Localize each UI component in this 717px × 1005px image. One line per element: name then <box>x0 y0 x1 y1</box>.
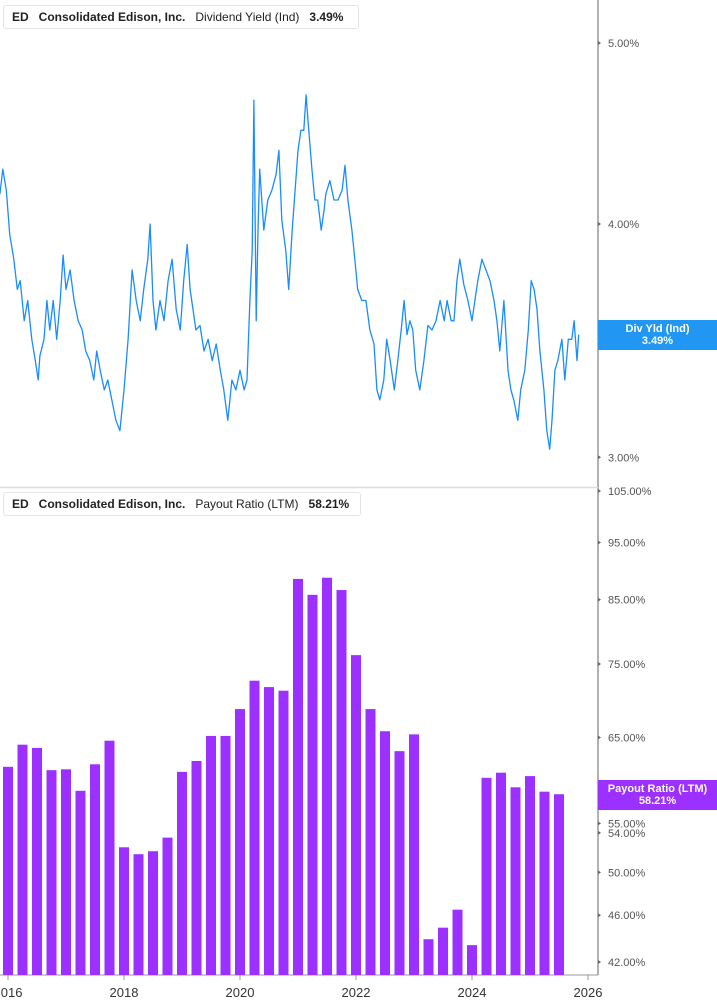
payout-ratio-bar <box>322 577 332 975</box>
yield-axis-tick-mark <box>598 455 601 460</box>
legend-company: Consolidated Edison, Inc. <box>38 10 186 24</box>
payout-ratio-bar <box>510 787 521 975</box>
dividend-yield-line <box>0 94 580 450</box>
payout-ratio-bar <box>293 578 303 975</box>
payout-ratio-bar <box>380 731 390 975</box>
payout-axis-tick-label: 42.00% <box>608 957 646 969</box>
yield-axis-tick-mark <box>598 41 601 46</box>
payout-ratio-bar <box>409 734 419 975</box>
payout-axis-tick-mark <box>598 540 601 545</box>
payout-ratio-bar <box>3 766 13 975</box>
payout-ratio-bar <box>394 751 405 975</box>
payout-ratio-bar <box>206 735 216 975</box>
dividend-yield-legend: ED Consolidated Edison, Inc. Dividend Yi… <box>3 5 359 29</box>
payout-ratio-bar <box>191 760 202 975</box>
payout-ratio-bar <box>496 772 506 975</box>
payout-ratio-bar <box>249 680 260 975</box>
payout-axis-tick-mark <box>598 830 601 835</box>
x-axis-tick-label: 2016 <box>0 985 22 1000</box>
payout-axis-tick-label: 75.00% <box>608 659 646 671</box>
payout-axis-tick-mark <box>598 821 601 826</box>
payout-ratio-bar <box>104 740 115 975</box>
yield-axis-tick-label: 3.00% <box>608 452 639 464</box>
payout-ratio-bar <box>264 687 274 975</box>
x-axis-tick-label: 2020 <box>226 985 255 1000</box>
dividend-yield-last-value-badge: Div Yld (Ind) 3.49% <box>598 320 717 350</box>
payout-ratio-bar <box>235 709 245 975</box>
legend-ticker: ED <box>12 497 29 511</box>
legend-metric: Dividend Yield (Ind) <box>195 10 300 24</box>
badge-label: Div Yld (Ind) <box>625 323 690 335</box>
payout-ratio-legend: ED Consolidated Edison, Inc. Payout Rati… <box>3 492 361 516</box>
payout-ratio-last-value-badge: Payout Ratio (LTM) 58.21% <box>598 780 717 810</box>
badge-label: Payout Ratio (LTM) <box>607 783 708 795</box>
x-axis-tick-label: 2022 <box>342 985 371 1000</box>
payout-axis-tick-label: 95.00% <box>608 537 646 549</box>
payout-axis-tick-mark <box>598 913 601 918</box>
yield-axis-tick-mark <box>598 222 601 226</box>
yield-axis-tick-label: 4.00% <box>608 219 639 231</box>
x-axis-tick-label: 2026 <box>574 985 603 1000</box>
payout-axis-tick-mark <box>598 489 601 494</box>
payout-axis-tick-mark <box>598 661 601 666</box>
payout-ratio-bar <box>90 764 100 975</box>
payout-axis-tick-mark <box>598 960 601 964</box>
payout-ratio-bar <box>61 769 71 975</box>
payout-axis-tick-label: 85.00% <box>608 595 646 607</box>
payout-ratio-bar <box>75 790 86 975</box>
payout-ratio-bar <box>32 747 42 975</box>
payout-ratio-bar <box>133 854 144 975</box>
payout-ratio-bar <box>119 847 129 975</box>
payout-ratio-bar <box>525 776 535 975</box>
payout-ratio-bar <box>452 909 463 975</box>
payout-ratio-bar <box>438 927 448 975</box>
payout-ratio-bar <box>351 655 361 975</box>
payout-axis-tick-label: 46.00% <box>608 910 646 922</box>
payout-ratio-bar <box>220 735 231 975</box>
legend-company: Consolidated Edison, Inc. <box>38 497 186 511</box>
payout-axis-tick-mark <box>598 597 601 602</box>
payout-axis-tick-mark <box>598 735 601 740</box>
payout-ratio-bar <box>162 837 173 975</box>
legend-ticker: ED <box>12 10 29 24</box>
payout-axis-tick-label: 54.00% <box>608 828 646 840</box>
payout-axis-tick-label: 55.00% <box>608 818 646 830</box>
payout-ratio-bar <box>46 770 57 975</box>
x-axis-tick-label: 2018 <box>110 985 139 1000</box>
legend-value: 3.49% <box>309 10 344 24</box>
payout-axis-tick-label: 65.00% <box>608 733 646 745</box>
payout-ratio-bar <box>467 945 477 975</box>
payout-axis-tick-mark <box>598 870 601 875</box>
payout-axis-tick-label: 105.00% <box>608 486 652 498</box>
payout-ratio-bar <box>278 690 289 975</box>
legend-metric: Payout Ratio (LTM) <box>195 497 299 511</box>
payout-ratio-bar <box>539 791 550 975</box>
payout-ratio-bar <box>365 709 376 975</box>
badge-value: 58.21% <box>638 795 677 807</box>
payout-ratio-bar <box>554 794 564 975</box>
yield-axis-tick-label: 5.00% <box>608 38 639 50</box>
payout-ratio-bar <box>177 771 187 975</box>
payout-ratio-bar <box>481 777 492 975</box>
payout-ratio-bar <box>17 744 28 975</box>
payout-axis-tick-label: 50.00% <box>608 867 646 879</box>
payout-ratio-bar <box>148 851 158 975</box>
payout-ratio-bar <box>423 939 434 975</box>
legend-value: 58.21% <box>308 497 350 511</box>
payout-ratio-bar <box>307 594 318 975</box>
badge-value: 3.49% <box>641 335 674 347</box>
payout-ratio-bar <box>336 590 347 975</box>
x-axis-tick-label: 2024 <box>458 985 487 1000</box>
